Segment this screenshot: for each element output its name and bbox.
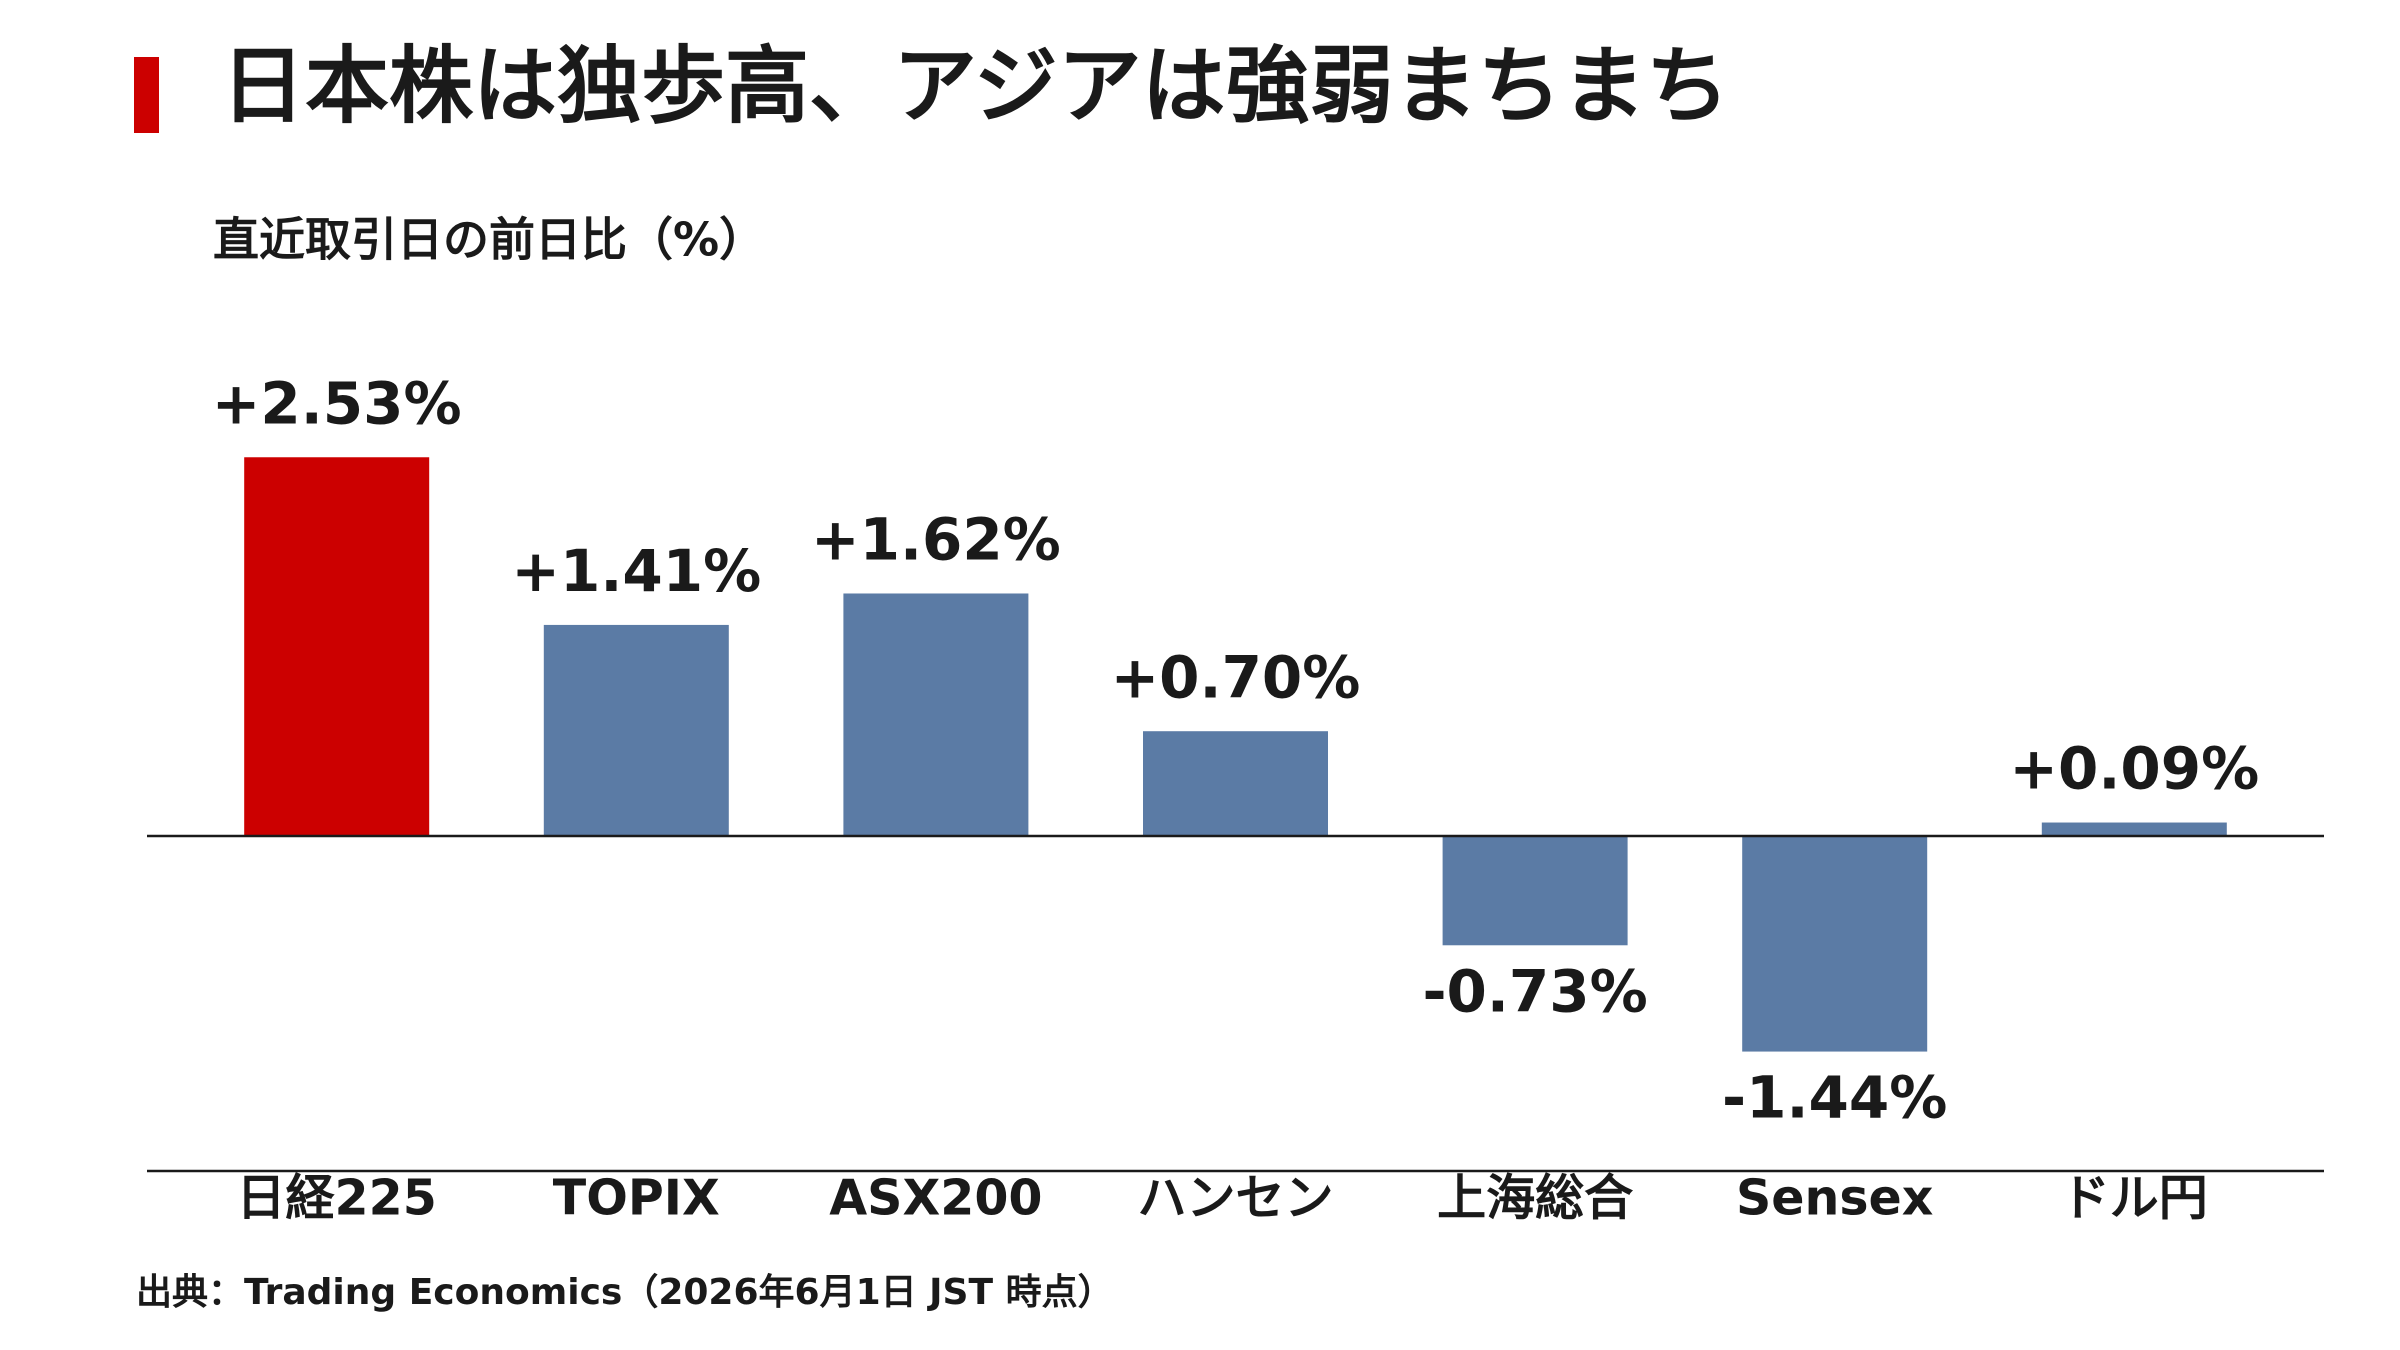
x-tick-label: ハンセン (1137, 1170, 1333, 1227)
bar (1143, 731, 1328, 836)
bar (843, 593, 1029, 836)
x-tick-label: ASX200 (829, 1170, 1042, 1227)
bar (543, 624, 729, 836)
value-label: -1.44% (1722, 1064, 1947, 1132)
source-note: 出典：Trading Economics（2026年6月1日 JST 時点） (136, 1272, 1114, 1313)
x-tick-label: TOPIX (553, 1170, 720, 1227)
value-label: +1.62% (811, 506, 1061, 574)
x-tick-label: 日経225 (237, 1170, 437, 1227)
value-label: -0.73% (1422, 957, 1647, 1025)
bar (244, 457, 430, 836)
bar (1742, 836, 1928, 1052)
bar (1442, 836, 1628, 946)
x-tick-label: Sensex (1736, 1170, 1933, 1227)
x-tick-label: 上海総合 (1437, 1170, 1633, 1227)
bar (2041, 822, 2227, 836)
chart-title: 日本株は独歩高、アジアは強弱まちまち (221, 37, 1730, 135)
chart-subtitle: 直近取引日の前日比（%） (213, 213, 765, 267)
value-label: +0.09% (2009, 735, 2259, 803)
value-label: +2.53% (212, 369, 462, 437)
value-label: +0.70% (1111, 643, 1361, 711)
title-accent (134, 57, 159, 133)
value-label: +1.41% (511, 537, 761, 605)
x-tick-label: ドル円 (2061, 1170, 2208, 1227)
